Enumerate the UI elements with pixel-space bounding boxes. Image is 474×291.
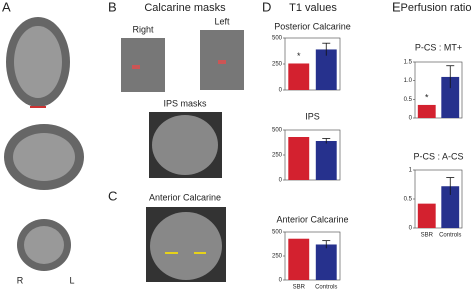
heading: Calcarine masks [144,2,226,14]
y-tick-label: 0 [409,116,413,122]
y-tick-label: 1 [409,168,413,174]
y-tick-label: 0.5 [404,197,413,203]
chart-title: Anterior Calcarine [276,214,348,224]
label: L [69,275,74,285]
panel-label: C [108,188,117,203]
plot-frame [414,61,463,119]
y-tick-label: 0.5 [404,97,413,103]
bar [288,137,310,180]
bar [315,49,337,90]
heading: T1 values [289,2,337,14]
label: IPS masks [163,98,207,108]
bar [288,63,310,90]
heading: Perfusion ratio [401,2,472,14]
y-tick-label: 250 [272,153,283,159]
y-tick-label: 250 [272,62,283,68]
bar [417,203,436,228]
x-tick-label: SBR [293,285,306,291]
y-tick-label: 0 [409,226,413,232]
x-tick-label: SBR [421,233,434,239]
x-tick-label: Controls [439,233,461,239]
y-tick-label: 0 [279,88,283,94]
y-tick-label: 500 [272,128,283,134]
y-tick-label: 250 [272,254,283,260]
y-tick-label: 0 [279,178,283,184]
y-tick-label: 500 [272,230,283,236]
bar [315,244,337,280]
chart-title: Posterior Calcarine [274,21,351,31]
panel-label: A [2,0,11,14]
y-tick-label: 1.0 [404,78,413,84]
panel-label: D [262,0,271,14]
x-tick-label: Controls [315,285,337,291]
panel-label: E [392,0,401,14]
annotation: * [297,51,301,61]
bar [288,238,310,280]
label: Right [132,24,154,34]
label: R [17,275,24,285]
chart-title: P-CS : A-CS [413,151,463,161]
label: Anterior Calcarine [149,192,221,202]
y-tick-label: 500 [272,36,283,42]
bar [315,141,337,180]
bar [417,104,436,118]
annotation: * [425,92,429,102]
bar [441,186,460,228]
y-tick-label: 0 [279,278,283,284]
y-tick-label: 1.5 [404,60,413,66]
bar [441,76,460,118]
chart-title: IPS [305,111,320,121]
label: Left [214,16,230,26]
panel-label: B [108,0,117,14]
chart-title: P-CS : MT+ [415,42,462,52]
